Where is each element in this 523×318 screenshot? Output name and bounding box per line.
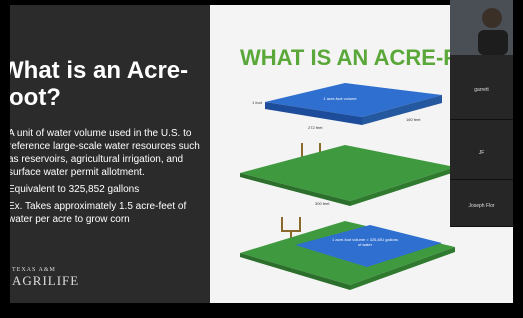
participant-name: garrett: [450, 87, 513, 93]
field: [240, 145, 455, 201]
label-box: 1 acre-foot volume = 325,851 gallons of …: [330, 237, 400, 257]
label: 160 feet: [406, 117, 421, 122]
person-body: [478, 30, 508, 55]
webcam-tile: [450, 0, 513, 56]
participant-name: Joseph Flor: [450, 203, 513, 209]
slide-title: What is an Acre-foot?: [10, 57, 201, 111]
person-head: [482, 8, 502, 28]
participant-tile[interactable]: JF: [450, 120, 513, 180]
participant-tile[interactable]: garrett: [450, 55, 513, 120]
slide-text-panel: What is an Acre-foot? A unit of water vo…: [10, 5, 210, 303]
participant-tile[interactable]: Joseph Flor: [450, 180, 513, 227]
label: 272 feet: [308, 125, 323, 130]
logo: TEXAS A&M AGRILIFE: [12, 267, 79, 289]
participant-name: JF: [450, 150, 513, 156]
bullet: A unit of water volume used in the U.S. …: [10, 127, 208, 179]
label: 1 acre-foot volume: [323, 96, 357, 101]
label: 1 foot: [252, 100, 263, 105]
screen: What is an Acre-foot? A unit of water vo…: [0, 0, 523, 318]
bullet: Equivalent to 325,852 gallons: [10, 183, 208, 196]
logo-line: AGRILIFE: [12, 273, 79, 289]
bullet-list: A unit of water volume used in the U.S. …: [10, 127, 208, 230]
bullet: Ex. Takes approximately 1.5 acre-feet of…: [10, 200, 208, 226]
label: 1 acre-foot volume = 325,851 gallons of …: [330, 237, 400, 247]
label: 300 feet: [315, 201, 330, 206]
webcam: [450, 0, 513, 55]
